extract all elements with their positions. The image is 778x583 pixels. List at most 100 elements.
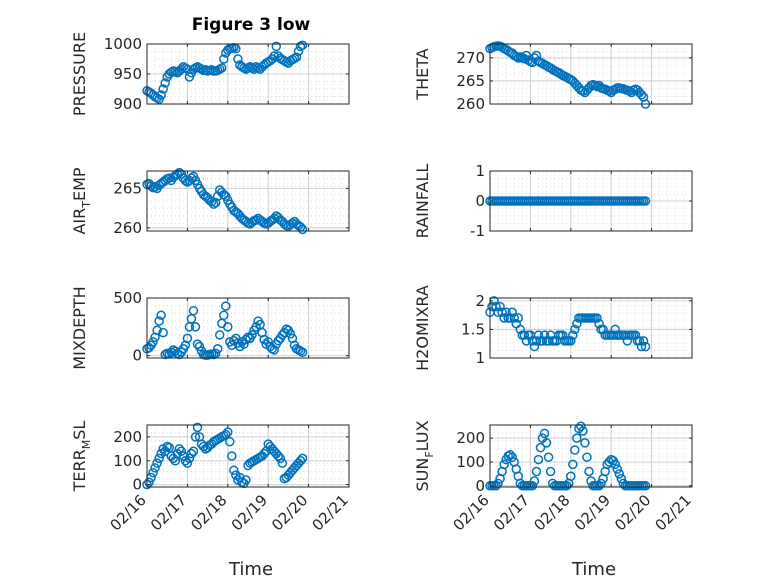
data-point <box>566 336 576 346</box>
data-point <box>221 301 231 311</box>
data-point <box>636 341 647 352</box>
y-axis-label: SUNFLUX <box>413 420 436 491</box>
data-point <box>604 86 614 96</box>
y-tick-label: 0 <box>132 347 142 365</box>
data-point <box>148 467 158 478</box>
data-point <box>499 313 509 323</box>
data-point <box>259 448 269 459</box>
data-point <box>176 64 187 74</box>
data-point <box>568 330 578 340</box>
data-point <box>568 459 578 470</box>
data-point <box>184 453 195 464</box>
data-point <box>519 330 530 340</box>
data-point <box>507 307 517 318</box>
y-tick-label: 900 <box>113 95 142 113</box>
data-point <box>537 336 548 346</box>
data-point <box>208 199 219 209</box>
y-axis-label: H2OMIXRA <box>413 285 432 371</box>
y-tick-label: 1 <box>475 162 485 180</box>
data-point <box>223 427 233 437</box>
data-point <box>527 481 538 491</box>
data-point <box>239 339 249 349</box>
y-tick-label: 200 <box>456 429 485 447</box>
data-point <box>634 336 645 346</box>
data-point <box>576 421 586 431</box>
y-tick-label: 200 <box>113 428 142 446</box>
data-point <box>150 463 160 473</box>
data-point <box>616 473 627 484</box>
data-point <box>533 454 544 465</box>
data-point <box>182 333 193 344</box>
data-point <box>176 446 187 456</box>
data-point <box>247 330 257 340</box>
data-point <box>223 322 233 332</box>
data-point <box>497 307 507 318</box>
data-point <box>285 329 296 339</box>
data-point <box>570 324 580 335</box>
data-point <box>152 325 162 336</box>
data-point <box>182 458 193 468</box>
data-point <box>164 442 174 453</box>
y-tick-label: 260 <box>456 95 485 113</box>
data-point <box>212 344 223 354</box>
data-point <box>291 52 302 62</box>
data-point <box>229 465 239 476</box>
data-point <box>297 224 308 235</box>
data-point <box>269 345 280 355</box>
data-point <box>640 341 651 352</box>
data-point <box>297 40 308 50</box>
data-point <box>192 339 203 349</box>
x-tick-label: 02/17 <box>490 491 533 534</box>
data-point <box>545 466 556 477</box>
data-point <box>233 54 243 64</box>
subplot-mixdepth: 0 500 MIXDEPTH <box>70 286 350 370</box>
y-tick-label: 0 <box>475 477 485 495</box>
data-point <box>531 50 542 61</box>
y-axis-label: MIXDEPTH <box>70 286 89 369</box>
axes-box <box>489 297 693 359</box>
data-point <box>543 452 554 462</box>
data-point <box>158 84 168 94</box>
y-tick-label: 265 <box>456 72 485 90</box>
data-point <box>507 452 517 462</box>
data-point <box>241 334 251 345</box>
data-point <box>156 90 166 100</box>
data-point <box>269 213 280 224</box>
data-point <box>190 322 201 332</box>
subplot-theta: 260 265 270 THETA <box>413 41 693 113</box>
y-axis-label: TERRMSL <box>70 421 93 493</box>
x-tick-label: 02/18 <box>187 491 230 534</box>
data-point <box>509 313 519 323</box>
x-axis-label-right: Time <box>571 559 616 580</box>
y-tick-label: 0 <box>475 192 485 210</box>
data-point <box>154 316 164 326</box>
figure-title: Figure 3 low <box>192 15 311 35</box>
data-point <box>513 313 524 323</box>
data-point <box>582 452 592 462</box>
y-tick-label: 0 <box>132 476 142 494</box>
x-tick-label: 02/21 <box>652 491 695 534</box>
data-point <box>638 336 649 346</box>
y-axis-label: PRESSURE <box>70 32 89 116</box>
data-point <box>541 438 552 448</box>
data-point <box>144 477 154 487</box>
data-point <box>610 459 620 470</box>
data-point <box>535 442 546 453</box>
y-tick-label: 265 <box>113 179 142 197</box>
data-point <box>592 313 602 323</box>
data-point <box>640 196 651 206</box>
x-tick-label: 02/17 <box>147 491 190 534</box>
data-point <box>584 466 594 477</box>
x-tick-label: 02/19 <box>571 491 614 534</box>
x-tick-label: 02/16 <box>107 491 150 534</box>
y-tick-label: 500 <box>113 289 142 307</box>
y-tick-label: 270 <box>456 49 485 67</box>
y-tick-label: 1.5 <box>461 320 485 338</box>
y-tick-label: 2 <box>475 292 485 310</box>
data-point <box>495 301 505 312</box>
data-point <box>210 197 221 208</box>
x-tick-label: 02/18 <box>530 491 573 534</box>
data-point <box>604 457 614 467</box>
axes-box <box>146 170 350 232</box>
